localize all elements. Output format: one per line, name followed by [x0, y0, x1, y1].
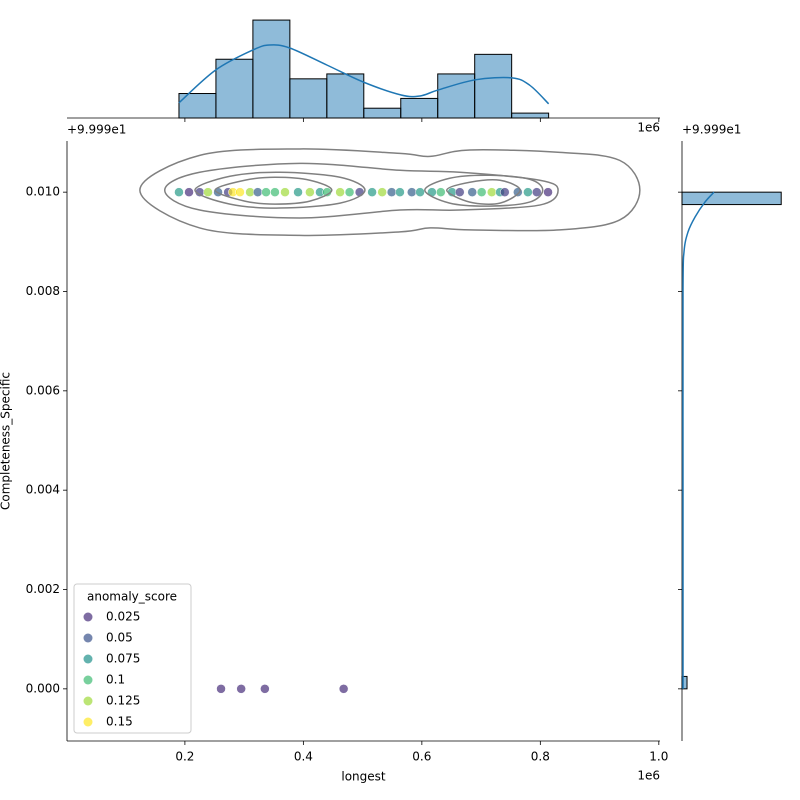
- scatter-point: [500, 187, 510, 197]
- scatter-point: [338, 684, 349, 694]
- scatter-point: [476, 187, 487, 197]
- y-offset-text: +9.999e1: [67, 123, 126, 137]
- histogram-bar: [400, 97, 439, 119]
- scatter-point: [270, 187, 280, 197]
- y-axis-label: Completeness_Specific: [0, 372, 13, 510]
- histogram-bar: [363, 107, 402, 119]
- scatter-point: [407, 187, 417, 197]
- scatter-point: [184, 187, 194, 197]
- histogram-bar: [252, 19, 291, 119]
- x-tick-label: 0.2: [175, 750, 194, 764]
- histogram-bar: [681, 675, 688, 690]
- scatter-point: [367, 187, 377, 197]
- kde-contour: [424, 174, 544, 207]
- histogram-bar: [474, 53, 513, 119]
- scatter-point: [523, 187, 533, 197]
- y-tick-label: 0.002: [26, 582, 60, 596]
- legend-label: 0.025: [106, 610, 140, 624]
- legend-label: 0.15: [106, 715, 133, 729]
- scatter-point: [293, 187, 303, 197]
- y-offset-text: +9.999e1: [682, 123, 741, 137]
- scatter-point: [216, 684, 226, 694]
- scatter-point: [203, 187, 213, 197]
- scatter-point: [467, 187, 477, 197]
- y-tick-label: 0.010: [26, 185, 60, 199]
- scatter-point: [455, 187, 465, 197]
- legend-marker: [83, 654, 93, 664]
- kde-contour: [163, 162, 559, 219]
- scatter-point: [305, 187, 315, 197]
- x-tick-label: 0.6: [412, 750, 431, 764]
- scatter-point: [335, 187, 345, 197]
- y-tick-label: 0.006: [26, 383, 60, 397]
- legend-marker: [83, 696, 93, 706]
- y-tick-label: 0.008: [26, 284, 60, 298]
- x-offset-text: 1e6: [637, 121, 660, 135]
- legend-marker: [83, 633, 93, 643]
- scatter-point: [377, 187, 387, 197]
- scatter-point: [261, 187, 271, 197]
- histogram-bar: [511, 112, 550, 119]
- histogram-bar: [326, 73, 365, 119]
- scatter-point: [415, 187, 425, 197]
- x-axis-label: longest: [341, 770, 386, 784]
- histogram-bar: [215, 58, 254, 119]
- y-tick-label: 0.000: [26, 681, 60, 695]
- kde-contour: [214, 176, 333, 205]
- legend-label: 0.05: [106, 631, 133, 645]
- scatter-point: [260, 684, 270, 694]
- scatter-point: [513, 187, 523, 197]
- scatter-point: [236, 684, 246, 694]
- legend-marker: [83, 675, 93, 685]
- scatter-point: [487, 187, 497, 197]
- legend-marker: [83, 612, 93, 622]
- legend-title: anomaly_score: [87, 590, 177, 604]
- legend-marker: [83, 717, 93, 727]
- legend-label: 0.125: [106, 694, 140, 708]
- legend-label: 0.075: [106, 652, 140, 666]
- scatter-point: [344, 187, 355, 197]
- kde-contour: [445, 179, 521, 205]
- kde-contour: [194, 171, 366, 209]
- scatter-point: [174, 187, 184, 197]
- scatter-point: [532, 187, 542, 197]
- x-tick-label: 0.8: [531, 750, 550, 764]
- scatter-point: [543, 187, 553, 197]
- histogram-bar: [681, 191, 782, 206]
- scatter-point: [280, 187, 290, 197]
- x-tick-label: 1.0: [649, 750, 668, 764]
- histogram-bar: [289, 78, 328, 119]
- scatter-point: [436, 187, 446, 197]
- scatter-point: [253, 187, 263, 197]
- legend-box: [73, 583, 192, 734]
- kde-line: [682, 191, 715, 689]
- x-tick-label: 0.4: [294, 750, 313, 764]
- scatter-point: [395, 187, 405, 197]
- kde-contour: [139, 148, 641, 237]
- legend-label: 0.1: [106, 673, 125, 687]
- kde-line: [178, 44, 550, 105]
- scatter-point: [235, 187, 245, 197]
- scatter-point: [386, 187, 397, 197]
- y-tick-label: 0.004: [26, 483, 60, 497]
- x-offset-text: 1e6: [637, 769, 660, 783]
